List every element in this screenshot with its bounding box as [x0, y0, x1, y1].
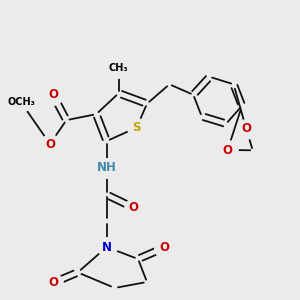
- Text: O: O: [129, 201, 139, 214]
- Text: CH₃: CH₃: [109, 63, 128, 73]
- Text: S: S: [132, 121, 141, 134]
- Text: OCH₃: OCH₃: [7, 97, 35, 107]
- Text: NH: NH: [97, 161, 117, 174]
- Text: O: O: [48, 88, 58, 101]
- Text: N: N: [102, 241, 112, 254]
- Text: O: O: [45, 137, 55, 151]
- Text: O: O: [223, 143, 232, 157]
- Text: O: O: [241, 122, 251, 135]
- Text: O: O: [159, 241, 169, 254]
- Text: O: O: [48, 276, 58, 290]
